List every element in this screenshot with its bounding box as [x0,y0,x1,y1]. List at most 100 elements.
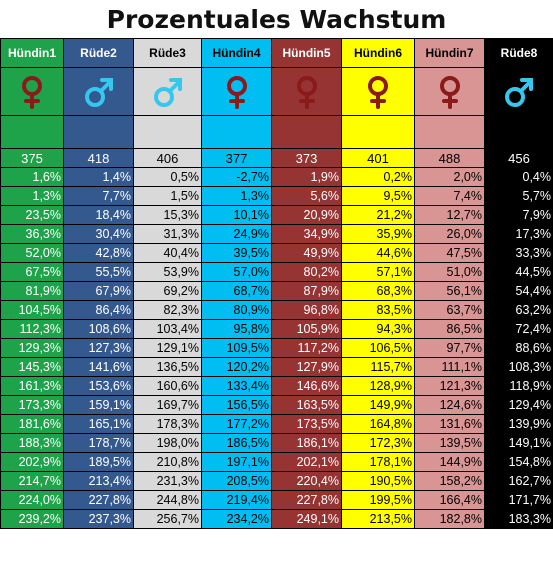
sex-symbol-cell [63,67,134,116]
growth-cell: 139,9% [484,414,553,434]
growth-cell: -2,7% [201,167,272,187]
growth-cell: 21,2% [341,205,415,225]
growth-cell: 23,5% [0,205,64,225]
male-symbol-icon [153,77,182,107]
growth-cell: 80,2% [271,262,342,282]
sex-symbol-cell [484,67,553,116]
female-symbol-icon [226,75,247,109]
growth-cell: 141,6% [63,357,134,377]
table-row: 52,0% 42,8% 40,4% 39,5% 49,9% 44,6% 47,5% 33,3% [0,243,553,263]
growth-cell: 181,6% [0,414,64,434]
growth-cell: 39,5% [201,243,272,263]
growth-cell: 160,6% [133,376,202,396]
empty-cell [484,115,553,149]
growth-cell: 57,1% [341,262,415,282]
table-row: 129,3% 127,3% 129,1% 109,5% 117,2% 106,5% 97,7… [0,338,553,358]
start-value-cell: 488 [414,148,485,168]
growth-cell: 189,5% [63,452,134,472]
table-row: 104,5% 86,4% 82,3% 80,9% 96,8% 83,5% 63,7% 63,2… [0,300,553,320]
growth-cell: 68,7% [201,281,272,301]
growth-cell: 146,6% [271,376,342,396]
growth-table: Hündin1 Rüde2 Rüde3 Hündin4 Hündin5 Hündin6 Hü… [0,38,553,529]
growth-cell: 49,9% [271,243,342,263]
column-header: Hündin4 [201,38,272,68]
table-row: 188,3% 178,7% 198,0% 186,5% 186,1% 172,3% 139,… [0,433,553,453]
table-row: 1,6% 1,4% 0,5% -2,7% 1,9% 0,2% 2,0% 0,4% [0,167,553,187]
sex-symbol-cell [201,67,272,116]
table-row: 239,2% 237,3% 256,7% 234,2% 249,1% 213,5% 182,… [0,509,553,529]
growth-cell: 15,3% [133,205,202,225]
sex-symbol-cell [271,67,342,116]
sex-symbol-cell [341,67,415,116]
growth-cell: 96,8% [271,300,342,320]
growth-cell: 166,4% [414,490,485,510]
growth-cell: 199,5% [341,490,415,510]
growth-cell: 95,8% [201,319,272,339]
column-header: Hündin5 [271,38,342,68]
growth-cell: 69,2% [133,281,202,301]
female-symbol-icon [22,75,42,109]
growth-cell: 118,9% [484,376,553,396]
growth-cell: 178,1% [341,452,415,472]
growth-cell: 177,2% [201,414,272,434]
growth-cell: 173,5% [271,414,342,434]
empty-cell [341,115,415,149]
empty-cell [271,115,342,149]
growth-cell: 108,6% [63,319,134,339]
table-row: 23,5% 18,4% 15,3% 10,1% 20,9% 21,2% 12,7% 7,9% [0,205,553,225]
table-row: 145,3% 141,6% 136,5% 120,2% 127,9% 115,7% 111,… [0,357,553,377]
growth-cell: 1,9% [271,167,342,187]
growth-cell: 68,3% [341,281,415,301]
growth-cell: 256,7% [133,509,202,529]
growth-cell: 72,4% [484,319,553,339]
growth-cell: 67,9% [63,281,134,301]
growth-cell: 31,3% [133,224,202,244]
growth-cell: 80,9% [201,300,272,320]
table-row: 67,5% 55,5% 53,9% 57,0% 80,2% 57,1% 51,0% 44,5% [0,262,553,282]
growth-cell: 188,3% [0,433,64,453]
sex-symbol-cell [133,67,202,116]
start-value-cell: 401 [341,148,415,168]
growth-cell: 30,4% [63,224,134,244]
growth-cell: 82,3% [133,300,202,320]
growth-cell: 249,1% [271,509,342,529]
empty-cell [133,115,202,149]
growth-cell: 227,8% [63,490,134,510]
growth-cell: 9,5% [341,186,415,206]
growth-cell: 33,3% [484,243,553,263]
empty-cell [414,115,485,149]
growth-cell: 1,3% [201,186,272,206]
growth-cell: 164,8% [341,414,415,434]
growth-cell: 12,7% [414,205,485,225]
table-row: 112,3% 108,6% 103,4% 95,8% 105,9% 94,3% 86,5% 7… [0,319,553,339]
growth-cell: 190,5% [341,471,415,491]
growth-cell: 86,5% [414,319,485,339]
growth-cell: 104,5% [0,300,64,320]
sex-symbol-cell [414,67,485,116]
growth-cell: 198,0% [133,433,202,453]
growth-cell: 208,5% [201,471,272,491]
growth-cell: 88,6% [484,338,553,358]
growth-cell: 42,8% [63,243,134,263]
growth-cell: 186,1% [271,433,342,453]
growth-cell: 149,1% [484,433,553,453]
growth-cell: 54,4% [484,281,553,301]
growth-cell: 57,0% [201,262,272,282]
growth-cell: 239,2% [0,509,64,529]
table-row: 81,9% 67,9% 69,2% 68,7% 87,9% 68,3% 56,1% 54,4% [0,281,553,301]
table-row: 214,7% 213,4% 231,3% 208,5% 220,4% 190,5% 158,… [0,471,553,491]
growth-cell: 44,5% [484,262,553,282]
growth-cell: 178,7% [63,433,134,453]
growth-cell: 63,7% [414,300,485,320]
growth-cell: 219,4% [201,490,272,510]
column-header: Rüde3 [133,38,202,68]
growth-cell: 115,7% [341,357,415,377]
growth-cell: 210,8% [133,452,202,472]
sex-symbol-cell [0,67,64,116]
growth-cell: 24,9% [201,224,272,244]
growth-cell: 17,3% [484,224,553,244]
empty-cell [63,115,134,149]
growth-cell: 159,1% [63,395,134,415]
growth-cell: 165,1% [63,414,134,434]
growth-cell: 127,3% [63,338,134,358]
